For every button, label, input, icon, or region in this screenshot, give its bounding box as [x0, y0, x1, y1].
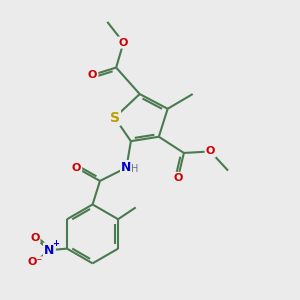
Text: O: O: [119, 38, 128, 47]
Text: O: O: [206, 146, 215, 157]
Text: O⁻: O⁻: [27, 257, 42, 268]
Text: O: O: [30, 233, 39, 243]
Text: O: O: [72, 163, 81, 173]
Text: O: O: [173, 173, 183, 183]
Text: O: O: [88, 70, 97, 80]
Text: N: N: [121, 161, 132, 174]
Text: S: S: [110, 111, 120, 124]
Text: H: H: [131, 164, 138, 174]
Text: +: +: [52, 239, 59, 248]
Text: N: N: [44, 244, 55, 256]
